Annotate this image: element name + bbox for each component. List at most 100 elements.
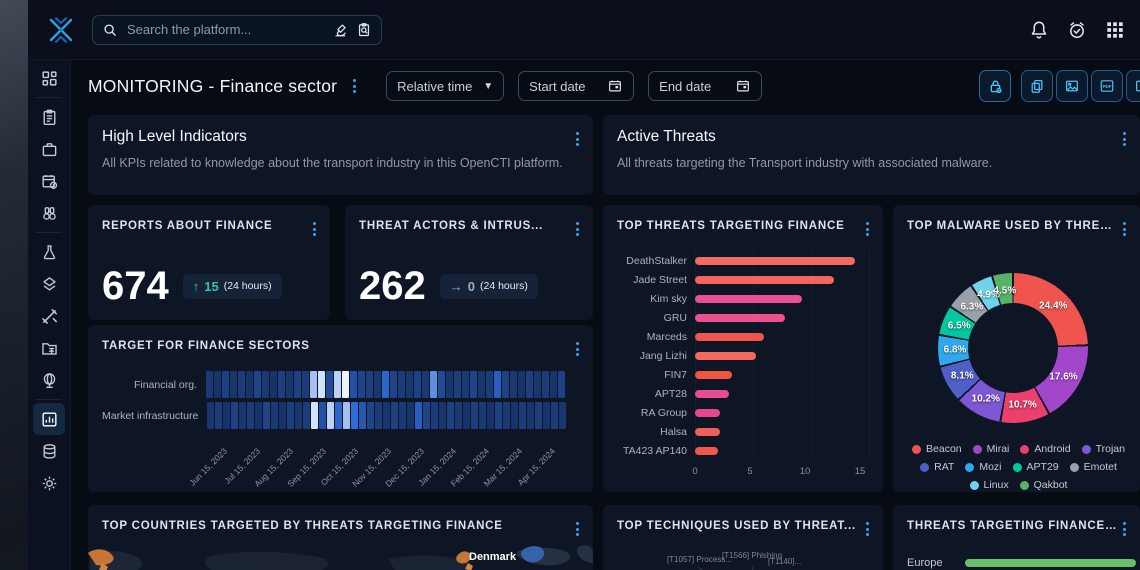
export-more-button[interactable] (1126, 70, 1140, 102)
heatmap-cell[interactable] (558, 371, 565, 398)
sidebar-item-arsenal[interactable] (28, 236, 70, 268)
heatmap-cell[interactable] (303, 402, 311, 429)
heatmap-cell[interactable] (415, 402, 423, 429)
sidebar-item-dashboards[interactable] (33, 403, 65, 435)
export-pdf-button[interactable]: PDF (1091, 70, 1123, 102)
apps-grid-icon[interactable] (1104, 19, 1126, 41)
heatmap-cell[interactable] (463, 402, 471, 429)
heatmap-cell[interactable] (510, 371, 517, 398)
heatmap-cell[interactable] (239, 402, 247, 429)
technique-node-label[interactable]: [T1057] Process... (667, 555, 732, 564)
bar-segment[interactable] (695, 256, 855, 265)
start-date-field[interactable]: Start date (518, 71, 635, 101)
bar-segment[interactable] (695, 427, 721, 436)
heatmap-cell[interactable] (542, 371, 549, 398)
heatmap-cell[interactable] (407, 402, 415, 429)
widget-menu-kebab[interactable] (307, 218, 322, 240)
heatmap-cell[interactable] (503, 402, 511, 429)
heatmap-cell[interactable] (295, 402, 303, 429)
heatmap-cell[interactable] (519, 402, 527, 429)
heatmap-cell[interactable] (231, 402, 239, 429)
widget-menu-kebab[interactable] (860, 218, 875, 240)
heatmap-cell[interactable] (390, 371, 397, 398)
heatmap-cell[interactable] (431, 402, 439, 429)
widget-menu-kebab[interactable] (570, 518, 585, 540)
widget-menu-kebab[interactable] (1117, 128, 1132, 150)
end-date-field[interactable]: End date (648, 71, 763, 101)
legend-item[interactable]: Trojan (1081, 443, 1125, 455)
bar-segment[interactable] (695, 446, 719, 455)
heatmap-cell[interactable] (375, 402, 383, 429)
heatmap-cell[interactable] (238, 371, 245, 398)
heatmap-cell[interactable] (462, 371, 469, 398)
heatmap-cell[interactable] (479, 402, 487, 429)
heatmap-cell[interactable] (359, 402, 367, 429)
heatmap-cell[interactable] (518, 371, 525, 398)
technique-node-label[interactable]: [T1566] Phishing (722, 551, 783, 560)
heatmap-cell[interactable] (455, 402, 463, 429)
widget-menu-kebab[interactable] (570, 128, 585, 150)
heatmap-cell[interactable] (327, 402, 335, 429)
heatmap-cell[interactable] (286, 371, 293, 398)
heatmap-cell[interactable] (487, 402, 495, 429)
bar-segment[interactable] (695, 275, 834, 284)
heatmap-cell[interactable] (550, 371, 557, 398)
legend-item[interactable]: Mirai (972, 443, 1009, 455)
heatmap-cell[interactable] (399, 402, 407, 429)
bar-segment[interactable] (695, 408, 721, 417)
legend-item[interactable]: Linux (969, 479, 1009, 491)
heatmap-cell[interactable] (367, 402, 375, 429)
heatmap-cell[interactable] (439, 402, 447, 429)
legend-item[interactable]: RAT (920, 461, 954, 473)
sidebar-item-events[interactable] (28, 165, 70, 197)
bar-segment[interactable] (695, 351, 756, 360)
heatmap-cell[interactable] (342, 371, 349, 398)
heatmap-cell[interactable] (262, 371, 269, 398)
technique-node-label[interactable]: [T1140]... (768, 557, 802, 566)
alerts-alarm-icon[interactable] (1066, 19, 1088, 41)
heatmap-cell[interactable] (454, 371, 461, 398)
sidebar-item-data[interactable] (28, 435, 70, 467)
heatmap-cell[interactable] (214, 371, 221, 398)
heatmap-cell[interactable] (206, 371, 213, 398)
heatmap-cell[interactable] (223, 402, 231, 429)
heatmap-cell[interactable] (534, 371, 541, 398)
heatmap-cell[interactable] (310, 371, 317, 398)
opencti-logo[interactable] (46, 15, 76, 45)
heatmap-cell[interactable] (526, 371, 533, 398)
access-lock-button[interactable] (979, 70, 1011, 102)
sidebar-item-dashboard[interactable] (28, 62, 70, 94)
heatmap-cell[interactable] (311, 402, 319, 429)
heatmap-cell[interactable] (478, 371, 485, 398)
saved-search-icon[interactable] (356, 22, 372, 38)
heatmap-cell[interactable] (430, 371, 437, 398)
heatmap-cell[interactable] (391, 402, 399, 429)
legend-item[interactable]: Android (1020, 443, 1071, 455)
widget-menu-kebab[interactable] (570, 218, 585, 240)
heatmap-cell[interactable] (246, 371, 253, 398)
heatmap-cell[interactable] (527, 402, 535, 429)
widget-menu-kebab[interactable] (1117, 218, 1132, 240)
heatmap-cell[interactable] (374, 371, 381, 398)
heatmap-cell[interactable] (551, 402, 559, 429)
heatmap-cell[interactable] (207, 402, 215, 429)
search-input[interactable] (125, 21, 326, 38)
sidebar-item-techniques[interactable] (28, 268, 70, 300)
heatmap-cell[interactable] (263, 402, 271, 429)
heatmap-cell[interactable] (358, 371, 365, 398)
heatmap-cell[interactable] (486, 371, 493, 398)
heatmap-cell[interactable] (494, 371, 501, 398)
widget-menu-kebab[interactable] (1117, 518, 1132, 540)
heatmap-cell[interactable] (215, 402, 223, 429)
heatmap-cell[interactable] (350, 371, 357, 398)
heatmap-cell[interactable] (319, 402, 327, 429)
heatmap-cell[interactable] (326, 371, 333, 398)
legend-item[interactable]: Beacon (912, 443, 962, 455)
heatmap-cell[interactable] (287, 402, 295, 429)
duplicate-button[interactable] (1021, 70, 1053, 102)
legend-item[interactable]: Emotet (1069, 461, 1117, 473)
heatmap-cell[interactable] (559, 402, 567, 429)
sidebar-item-locations[interactable] (28, 364, 70, 396)
heatmap-cell[interactable] (502, 371, 509, 398)
heatmap-cell[interactable] (471, 402, 479, 429)
